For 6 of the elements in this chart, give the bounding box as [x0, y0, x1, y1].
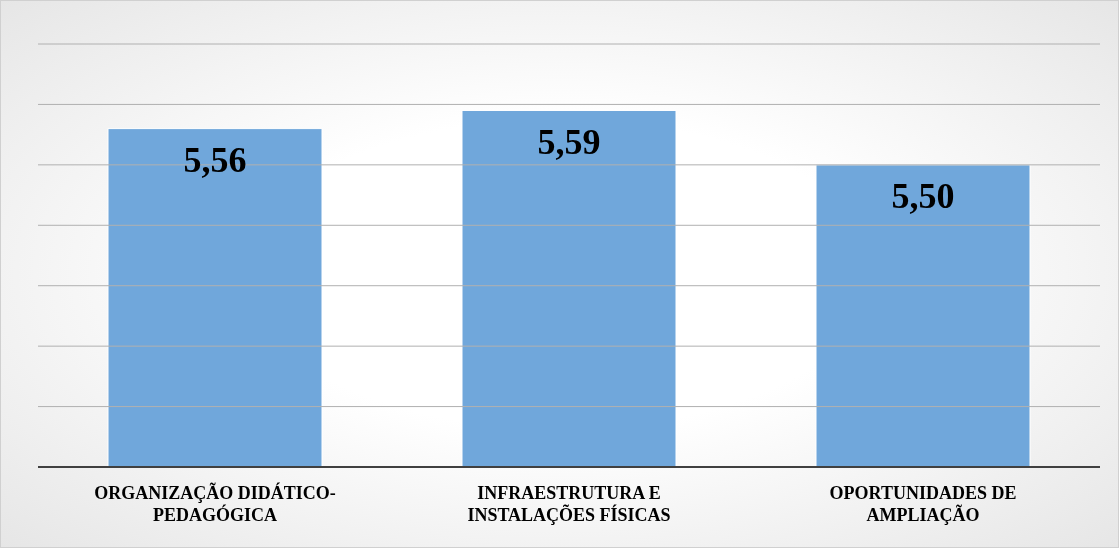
- x-tick-label: ORGANIZAÇÃO DIDÁTICO-PEDAGÓGICA: [94, 482, 336, 525]
- data-label: 5,59: [537, 122, 601, 163]
- data-label: 5,56: [183, 140, 247, 181]
- x-tick-label: INFRAESTRUTURA E INSTALAÇÕES FÍSICAS: [467, 483, 671, 525]
- data-label: 5,50: [891, 176, 955, 217]
- x-tick-label: OPORTUNIDADES DE AMPLIAÇÃO: [829, 483, 1017, 525]
